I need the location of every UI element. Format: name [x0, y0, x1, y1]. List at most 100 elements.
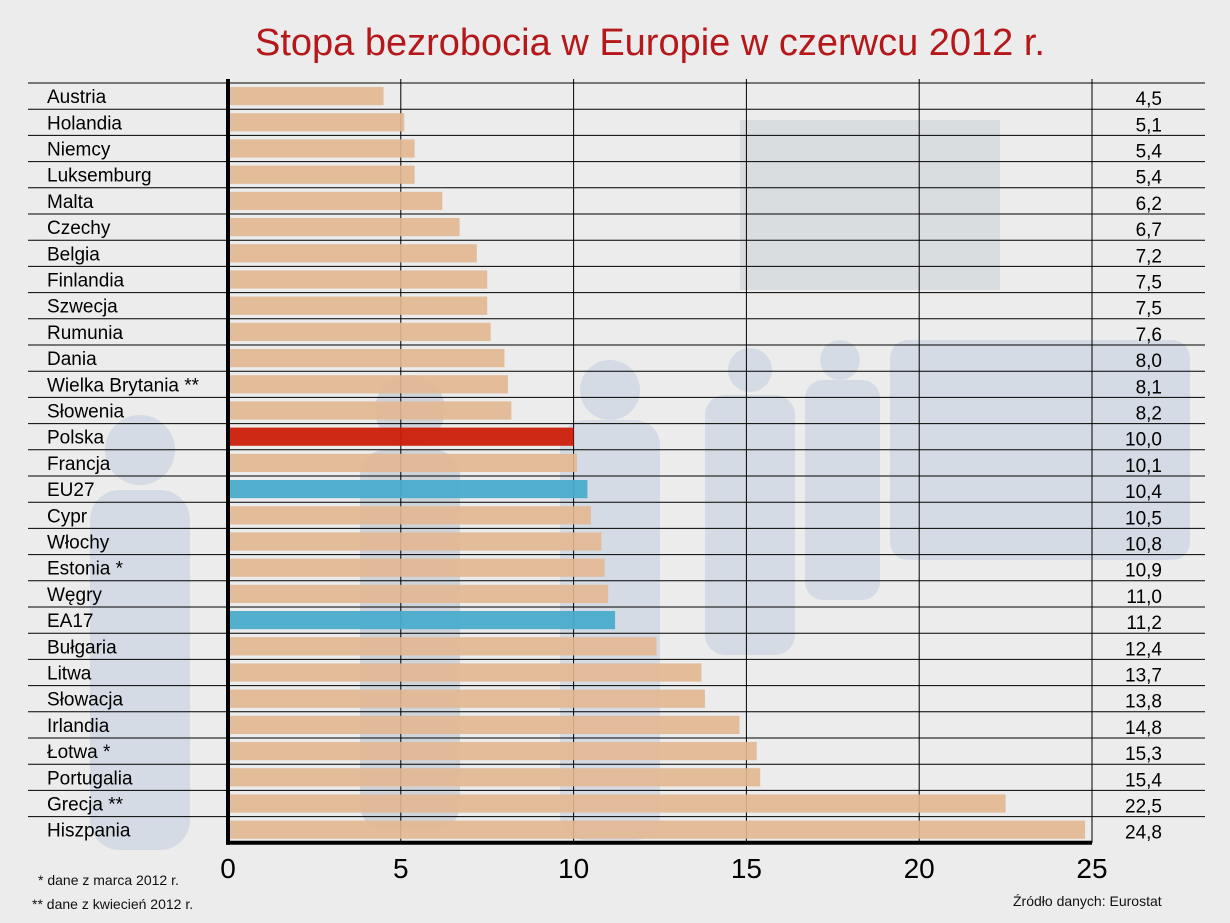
- category-label: Austria: [47, 87, 107, 108]
- bar-litwa: [230, 663, 702, 682]
- value-label: 13,8: [1125, 692, 1162, 713]
- category-label: Portugalia: [47, 768, 133, 789]
- category-label: Czechy: [47, 218, 111, 239]
- value-label: 10,0: [1125, 430, 1162, 451]
- value-label: 6,7: [1136, 220, 1162, 241]
- category-label: Słowenia: [47, 402, 125, 423]
- value-label: 12,4: [1125, 639, 1162, 660]
- category-label: Malta: [47, 192, 94, 213]
- bar-cypr: [230, 506, 591, 525]
- category-label: Cypr: [47, 506, 88, 527]
- category-label: Hiszpania: [47, 821, 131, 842]
- bar-czechy: [230, 218, 460, 237]
- category-label: Rumunia: [47, 323, 123, 344]
- bar-austria: [230, 87, 384, 106]
- value-label: 5,4: [1136, 142, 1163, 163]
- bar-dania: [230, 349, 505, 368]
- value-label: 7,2: [1136, 246, 1162, 267]
- x-tick-label: 25: [1076, 853, 1107, 884]
- category-label: Szwecja: [47, 297, 118, 318]
- category-label: Słowacja: [47, 690, 123, 711]
- x-tick-label: 15: [731, 853, 762, 884]
- footnote-april: ** dane z kwiecień 2012 r.: [32, 896, 194, 912]
- value-label: 8,2: [1136, 404, 1162, 425]
- x-tick-label: 0: [220, 853, 236, 884]
- x-tick-label: 20: [904, 853, 935, 884]
- background-person: [705, 395, 795, 655]
- bar-belgia: [230, 244, 477, 263]
- bar-wielka-brytania-: [230, 375, 508, 394]
- value-label: 8,0: [1136, 351, 1162, 372]
- value-label: 8,1: [1136, 377, 1162, 398]
- category-label: Holandia: [47, 113, 122, 134]
- category-label: Wielka Brytania **: [47, 375, 200, 396]
- background-person: [90, 490, 190, 850]
- value-label: 10,4: [1125, 482, 1162, 503]
- category-label: Polska: [47, 428, 104, 449]
- value-label: 11,2: [1126, 613, 1162, 634]
- category-label: Bułgaria: [47, 637, 117, 658]
- value-label: 24,8: [1125, 823, 1162, 844]
- background-person: [580, 360, 640, 420]
- background-person: [805, 380, 880, 600]
- category-label: Łotwa *: [47, 742, 111, 763]
- value-label: 22,5: [1125, 797, 1162, 818]
- bar-niemcy: [230, 139, 415, 158]
- bar-rumunia: [230, 322, 491, 341]
- bar-w-ochy: [230, 532, 602, 551]
- bar--otwa-: [230, 742, 757, 761]
- bar-malta: [230, 191, 443, 210]
- x-tick-label: 5: [393, 853, 409, 884]
- value-label: 11,0: [1126, 587, 1162, 608]
- value-label: 7,5: [1136, 273, 1162, 294]
- value-label: 10,9: [1125, 561, 1162, 582]
- category-label: Irlandia: [47, 716, 110, 737]
- bar-holandia: [230, 113, 405, 132]
- background-person: [728, 348, 772, 392]
- bar-francja: [230, 453, 578, 472]
- value-label: 6,2: [1136, 194, 1162, 215]
- x-tick-label: 10: [558, 853, 589, 884]
- value-label: 15,4: [1125, 770, 1162, 791]
- bar-eu27: [230, 480, 588, 499]
- bar-portugalia: [230, 768, 761, 787]
- bar-w-gry: [230, 584, 609, 603]
- value-label: 4,5: [1136, 89, 1162, 110]
- bar-luksemburg: [230, 165, 415, 184]
- bar-estonia-: [230, 558, 605, 577]
- value-label: 10,5: [1125, 508, 1162, 529]
- bar-irlandia: [230, 715, 740, 734]
- bar-ea17: [230, 611, 616, 630]
- category-label: Włochy: [47, 533, 110, 554]
- category-label: Estonia *: [47, 559, 124, 580]
- bar-bu-garia: [230, 637, 657, 656]
- category-label: EA17: [47, 611, 93, 632]
- background-building: [740, 120, 1000, 290]
- footnote-march: * dane z marca 2012 r.: [38, 872, 179, 888]
- value-label: 5,1: [1136, 115, 1162, 136]
- category-label: Dania: [47, 349, 97, 370]
- category-label: Finlandia: [47, 271, 125, 292]
- category-label: Niemcy: [47, 140, 111, 161]
- category-label: Litwa: [47, 664, 92, 685]
- value-label: 7,5: [1136, 299, 1162, 320]
- value-label: 7,6: [1136, 325, 1162, 346]
- background-person: [820, 340, 860, 380]
- bar-s-owacja: [230, 689, 705, 708]
- bar-finlandia: [230, 270, 488, 289]
- source-note: Źródło danych: Eurostat: [1013, 893, 1162, 909]
- bar-szwecja: [230, 296, 488, 315]
- category-label: Węgry: [47, 585, 102, 606]
- category-label: Belgia: [47, 244, 100, 265]
- value-label: 10,8: [1125, 535, 1162, 556]
- value-label: 10,1: [1125, 456, 1162, 477]
- bar-polska: [230, 427, 574, 446]
- category-label: Grecja **: [47, 795, 124, 816]
- bar-hiszpania: [230, 820, 1086, 839]
- category-label: EU27: [47, 480, 95, 501]
- background-person: [560, 420, 660, 840]
- value-label: 14,8: [1125, 718, 1162, 739]
- value-label: 13,7: [1125, 666, 1162, 687]
- bar-s-owenia: [230, 401, 512, 420]
